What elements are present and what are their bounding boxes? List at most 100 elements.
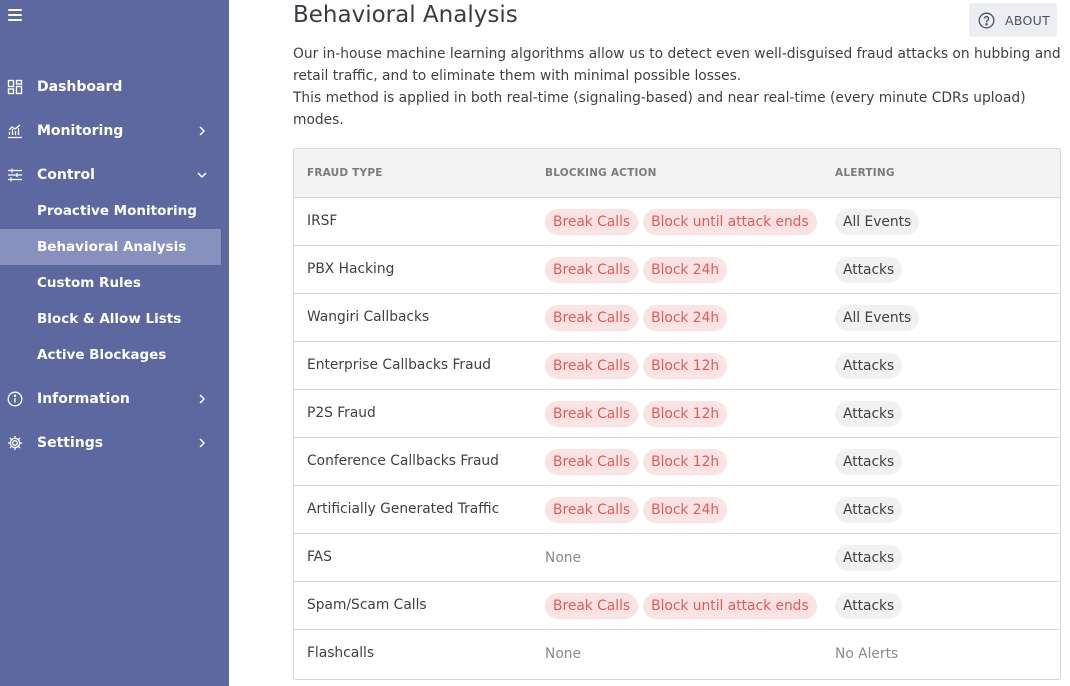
sidebar-item-custom-rules[interactable]: Custom Rules (0, 265, 221, 301)
fraud-type-cell: PBX Hacking (307, 261, 395, 277)
sidebar-item-label: Custom Rules (37, 275, 141, 291)
alert-chip: Attacks (835, 545, 903, 571)
table-row[interactable]: FAS None Attacks (294, 534, 1060, 582)
action-chip: Block 24h (643, 305, 728, 331)
alert-chip: All Events (835, 305, 920, 331)
action-chip: Break Calls (545, 209, 639, 235)
blocking-action-cell: Break Calls Block 24h (545, 497, 728, 523)
action-chip: Break Calls (545, 305, 639, 331)
alert-chip: Attacks (835, 449, 903, 475)
sidebar-item-proactive-monitoring[interactable]: Proactive Monitoring (0, 193, 221, 229)
action-chip: Break Calls (545, 593, 639, 619)
blocking-action-cell: Break Calls Block 12h (545, 401, 728, 427)
column-header-blocking-action: BLOCKING ACTION (545, 167, 657, 179)
table-row[interactable]: Conference Callbacks Fraud Break Calls B… (294, 438, 1060, 486)
fraud-type-cell: P2S Fraud (307, 405, 376, 421)
fraud-type-cell: Conference Callbacks Fraud (307, 453, 499, 469)
monitoring-icon (8, 124, 22, 139)
fraud-type-cell: Wangiri Callbacks (307, 309, 430, 325)
sidebar-item-dashboard[interactable]: Dashboard (0, 69, 221, 105)
page-description: Our in-house machine learning algorithms… (293, 43, 1063, 131)
blocking-action-cell: Break Calls Block 24h (545, 257, 728, 283)
about-button-label: ABOUT (1005, 12, 1051, 28)
description-paragraph: This method is applied in both real-time… (293, 90, 1026, 128)
table-row[interactable]: IRSF Break Calls Block until attack ends… (294, 198, 1060, 246)
alerting-cell: All Events (835, 305, 920, 331)
sidebar-item-label: Settings (37, 435, 104, 451)
action-chip: Block until attack ends (643, 593, 817, 619)
alert-chip: All Events (835, 209, 920, 235)
sidebar-item-information[interactable]: Information (0, 381, 221, 417)
table-row[interactable]: Wangiri Callbacks Break Calls Block 24h … (294, 294, 1060, 342)
action-chip: Break Calls (545, 449, 639, 475)
column-header-fraud-type: FRAUD TYPE (307, 167, 383, 179)
table-row[interactable]: Flashcalls None No Alerts (294, 630, 1060, 677)
chevron-down-icon (197, 172, 207, 179)
blocking-action-cell: Break Calls Block 12h (545, 353, 728, 379)
alerting-cell: All Events (835, 209, 920, 235)
table-row[interactable]: Enterprise Callbacks Fraud Break Calls B… (294, 342, 1060, 390)
no-action-text: None (545, 550, 581, 566)
chevron-right-icon (199, 126, 206, 136)
table-row[interactable]: Artificially Generated Traffic Break Cal… (294, 486, 1060, 534)
blocking-action-cell: None (545, 641, 581, 667)
action-chip: Break Calls (545, 353, 639, 379)
sidebar-item-label: Block & Allow Lists (37, 311, 182, 327)
sidebar-item-control[interactable]: Control (0, 157, 221, 193)
chevron-right-icon (199, 438, 206, 448)
action-chip: Break Calls (545, 401, 639, 427)
action-chip: Block until attack ends (643, 209, 817, 235)
dashboard-icon (7, 79, 23, 95)
action-chip: Block 12h (643, 449, 728, 475)
alert-chip: Attacks (835, 593, 903, 619)
blocking-action-cell: Break Calls Block until attack ends (545, 209, 817, 235)
alert-chip: Attacks (835, 401, 903, 427)
fraud-types-table: FRAUD TYPE BLOCKING ACTION ALERTING IRSF… (293, 148, 1061, 680)
menu-toggle-icon[interactable] (8, 9, 22, 21)
table-row[interactable]: Spam/Scam Calls Break Calls Block until … (294, 582, 1060, 630)
alerting-cell: Attacks (835, 257, 903, 283)
help-icon (978, 12, 995, 29)
info-icon (7, 391, 23, 407)
fraud-type-cell: Flashcalls (307, 645, 375, 661)
blocking-action-cell: None (545, 545, 581, 571)
sidebar-item-monitoring[interactable]: Monitoring (0, 113, 221, 149)
sidebar-item-label: Proactive Monitoring (37, 203, 197, 219)
alerting-cell: Attacks (835, 449, 903, 475)
sidebar-item-label: Information (37, 391, 130, 407)
action-chip: Break Calls (545, 497, 639, 523)
sidebar-item-block-allow-lists[interactable]: Block & Allow Lists (0, 301, 221, 337)
fraud-type-cell: Spam/Scam Calls (307, 597, 427, 613)
action-chip: Block 12h (643, 401, 728, 427)
description-paragraph: Our in-house machine learning algorithms… (293, 46, 1061, 84)
sidebar: Dashboard Monitoring Control Proactive M… (0, 0, 229, 686)
column-header-alerting: ALERTING (835, 167, 895, 179)
fraud-type-cell: Enterprise Callbacks Fraud (307, 357, 492, 373)
table-row[interactable]: PBX Hacking Break Calls Block 24h Attack… (294, 246, 1060, 294)
sidebar-item-label: Behavioral Analysis (37, 239, 187, 255)
action-chip: Break Calls (545, 257, 639, 283)
alert-chip: Attacks (835, 353, 903, 379)
alert-chip: Attacks (835, 257, 903, 283)
table-row[interactable]: P2S Fraud Break Calls Block 12h Attacks (294, 390, 1060, 438)
fraud-type-cell: IRSF (307, 213, 338, 229)
alerting-cell: Attacks (835, 353, 903, 379)
alerting-cell: Attacks (835, 497, 903, 523)
table-header: FRAUD TYPE BLOCKING ACTION ALERTING (294, 149, 1060, 198)
blocking-action-cell: Break Calls Block 12h (545, 449, 728, 475)
sidebar-item-label: Monitoring (37, 123, 124, 139)
sidebar-item-behavioral-analysis[interactable]: Behavioral Analysis (0, 229, 221, 265)
sidebar-item-active-blockages[interactable]: Active Blockages (0, 337, 221, 373)
sidebar-item-label: Dashboard (37, 79, 123, 95)
fraud-type-cell: Artificially Generated Traffic (307, 501, 500, 517)
action-chip: Block 24h (643, 497, 728, 523)
sidebar-item-label: Active Blockages (37, 347, 167, 363)
action-chip: Block 12h (643, 353, 728, 379)
about-button[interactable]: ABOUT (969, 3, 1057, 37)
sidebar-item-settings[interactable]: Settings (0, 425, 221, 461)
alerting-cell: Attacks (835, 593, 903, 619)
fraud-type-cell: FAS (307, 549, 332, 565)
alerting-cell: Attacks (835, 401, 903, 427)
no-action-text: None (545, 646, 581, 662)
alerting-cell: Attacks (835, 545, 903, 571)
